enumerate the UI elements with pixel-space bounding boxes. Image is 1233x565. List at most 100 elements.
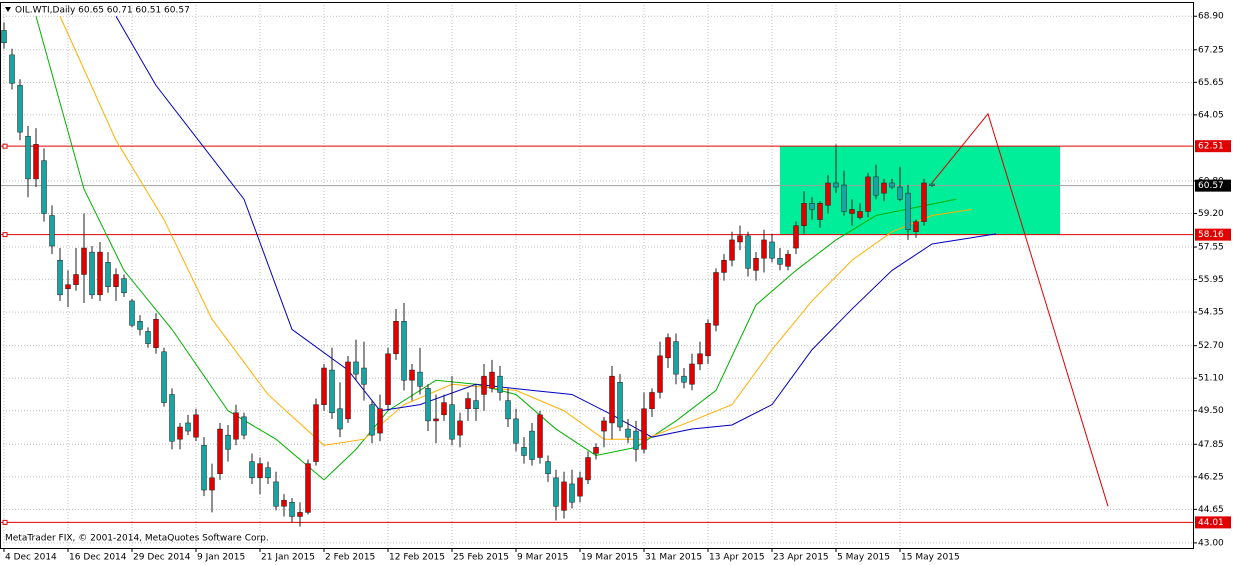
candle-body bbox=[273, 481, 279, 507]
candle-body bbox=[369, 404, 375, 436]
candle-body bbox=[657, 355, 663, 393]
candle-body bbox=[289, 501, 295, 517]
zone bbox=[780, 146, 1060, 235]
menu-arrow bbox=[5, 7, 11, 12]
candle-body bbox=[897, 186, 903, 200]
y-tick-label: 55.95 bbox=[1198, 275, 1224, 285]
y-tick-label: 43.00 bbox=[1198, 538, 1224, 548]
candle-body bbox=[625, 428, 631, 438]
candle-body bbox=[569, 483, 575, 503]
y-tick-label: 47.85 bbox=[1198, 440, 1224, 450]
candle-body bbox=[89, 251, 95, 296]
candle-body bbox=[489, 371, 495, 389]
x-tick-label: 31 Mar 2015 bbox=[645, 553, 702, 563]
candle-body bbox=[905, 192, 911, 231]
candle-body bbox=[337, 408, 343, 430]
candle-body bbox=[465, 398, 471, 409]
y-tick-label: 67.25 bbox=[1198, 45, 1224, 55]
chart-title: OIL.WTI,Daily 60.65 60.71 60.51 60.57 bbox=[15, 6, 190, 16]
x-tick-label: 12 Feb 2015 bbox=[389, 553, 445, 563]
candle-body bbox=[241, 416, 247, 436]
x-tick-label: 16 Dec 2014 bbox=[69, 553, 127, 563]
x-tick-label: 29 Dec 2014 bbox=[133, 553, 191, 563]
candle-body bbox=[169, 394, 175, 442]
x-tick-label: 21 Jan 2015 bbox=[261, 553, 315, 563]
x-tick-label: 5 May 2015 bbox=[837, 553, 890, 563]
y-tick-label: 49.50 bbox=[1198, 406, 1224, 416]
level-label-box bbox=[1195, 228, 1231, 241]
level-marker bbox=[2, 143, 8, 149]
candle-body bbox=[713, 272, 719, 326]
x-tick-label: 9 Mar 2015 bbox=[517, 553, 568, 563]
candle-body bbox=[737, 235, 743, 243]
candle-body bbox=[297, 512, 303, 517]
candle-body bbox=[225, 434, 231, 450]
candle-body bbox=[497, 375, 503, 393]
candle-body bbox=[209, 477, 215, 491]
candle-body bbox=[1, 30, 7, 43]
candle-body bbox=[849, 209, 855, 214]
candle-body bbox=[513, 418, 519, 444]
candle-body bbox=[881, 182, 887, 194]
candle-body bbox=[593, 447, 599, 454]
x-tick-label: 2 Feb 2015 bbox=[325, 553, 375, 563]
candle-body bbox=[857, 211, 863, 218]
level-label: 62.51 bbox=[1198, 142, 1224, 152]
candle-body bbox=[345, 361, 351, 420]
candle-body bbox=[481, 375, 487, 395]
candle-body bbox=[81, 247, 87, 275]
x-tick-label: 19 Mar 2015 bbox=[581, 553, 638, 563]
candle-body bbox=[729, 239, 735, 261]
candle-body bbox=[417, 371, 423, 387]
candle-body bbox=[201, 445, 207, 491]
candle-body bbox=[313, 404, 319, 462]
candle-body bbox=[537, 414, 543, 458]
candle-body bbox=[385, 353, 391, 405]
candle-body bbox=[721, 260, 727, 273]
y-tick-label: 64.05 bbox=[1198, 110, 1224, 120]
candle-body bbox=[585, 457, 591, 481]
candle-body bbox=[473, 400, 479, 409]
candle-body bbox=[833, 182, 839, 188]
level-label-box bbox=[1195, 516, 1231, 529]
candle-body bbox=[449, 404, 455, 440]
last-price-label: 60.57 bbox=[1198, 181, 1224, 191]
candle-body bbox=[185, 422, 191, 432]
moving-average bbox=[59, 16, 973, 446]
x-tick-label: 23 Apr 2015 bbox=[773, 553, 829, 563]
candle-body bbox=[873, 176, 879, 196]
plot-frame bbox=[0, 2, 1194, 549]
y-tick-label: 68.90 bbox=[1198, 12, 1224, 22]
candle-body bbox=[233, 412, 239, 440]
level-label-box bbox=[1195, 140, 1231, 153]
candle-body bbox=[329, 369, 335, 414]
candle-body bbox=[65, 284, 71, 289]
candle-body bbox=[577, 477, 583, 497]
candle-body bbox=[921, 182, 927, 222]
candle-body bbox=[25, 135, 31, 180]
candle-body bbox=[161, 351, 167, 403]
x-tick-label: 25 Feb 2015 bbox=[453, 553, 509, 563]
candle-body bbox=[641, 408, 647, 450]
candle-body bbox=[769, 241, 775, 259]
candle-body bbox=[889, 182, 895, 188]
candle-body bbox=[753, 257, 759, 271]
candle-body bbox=[689, 363, 695, 385]
moving-average bbox=[35, 16, 957, 481]
projection-line bbox=[931, 112, 1109, 507]
candle-body bbox=[137, 321, 143, 330]
candle-body bbox=[217, 428, 223, 475]
candle-body bbox=[633, 430, 639, 450]
candle-body bbox=[97, 251, 103, 296]
x-tick-label: 15 May 2015 bbox=[901, 553, 960, 563]
level-label: 58.16 bbox=[1198, 230, 1224, 240]
candle-body bbox=[761, 239, 767, 259]
candle-body bbox=[521, 447, 527, 456]
candle-body bbox=[441, 402, 447, 416]
candle-body bbox=[121, 278, 127, 294]
candle-body bbox=[145, 331, 151, 344]
candle-body bbox=[601, 420, 607, 432]
candle-body bbox=[809, 203, 815, 210]
